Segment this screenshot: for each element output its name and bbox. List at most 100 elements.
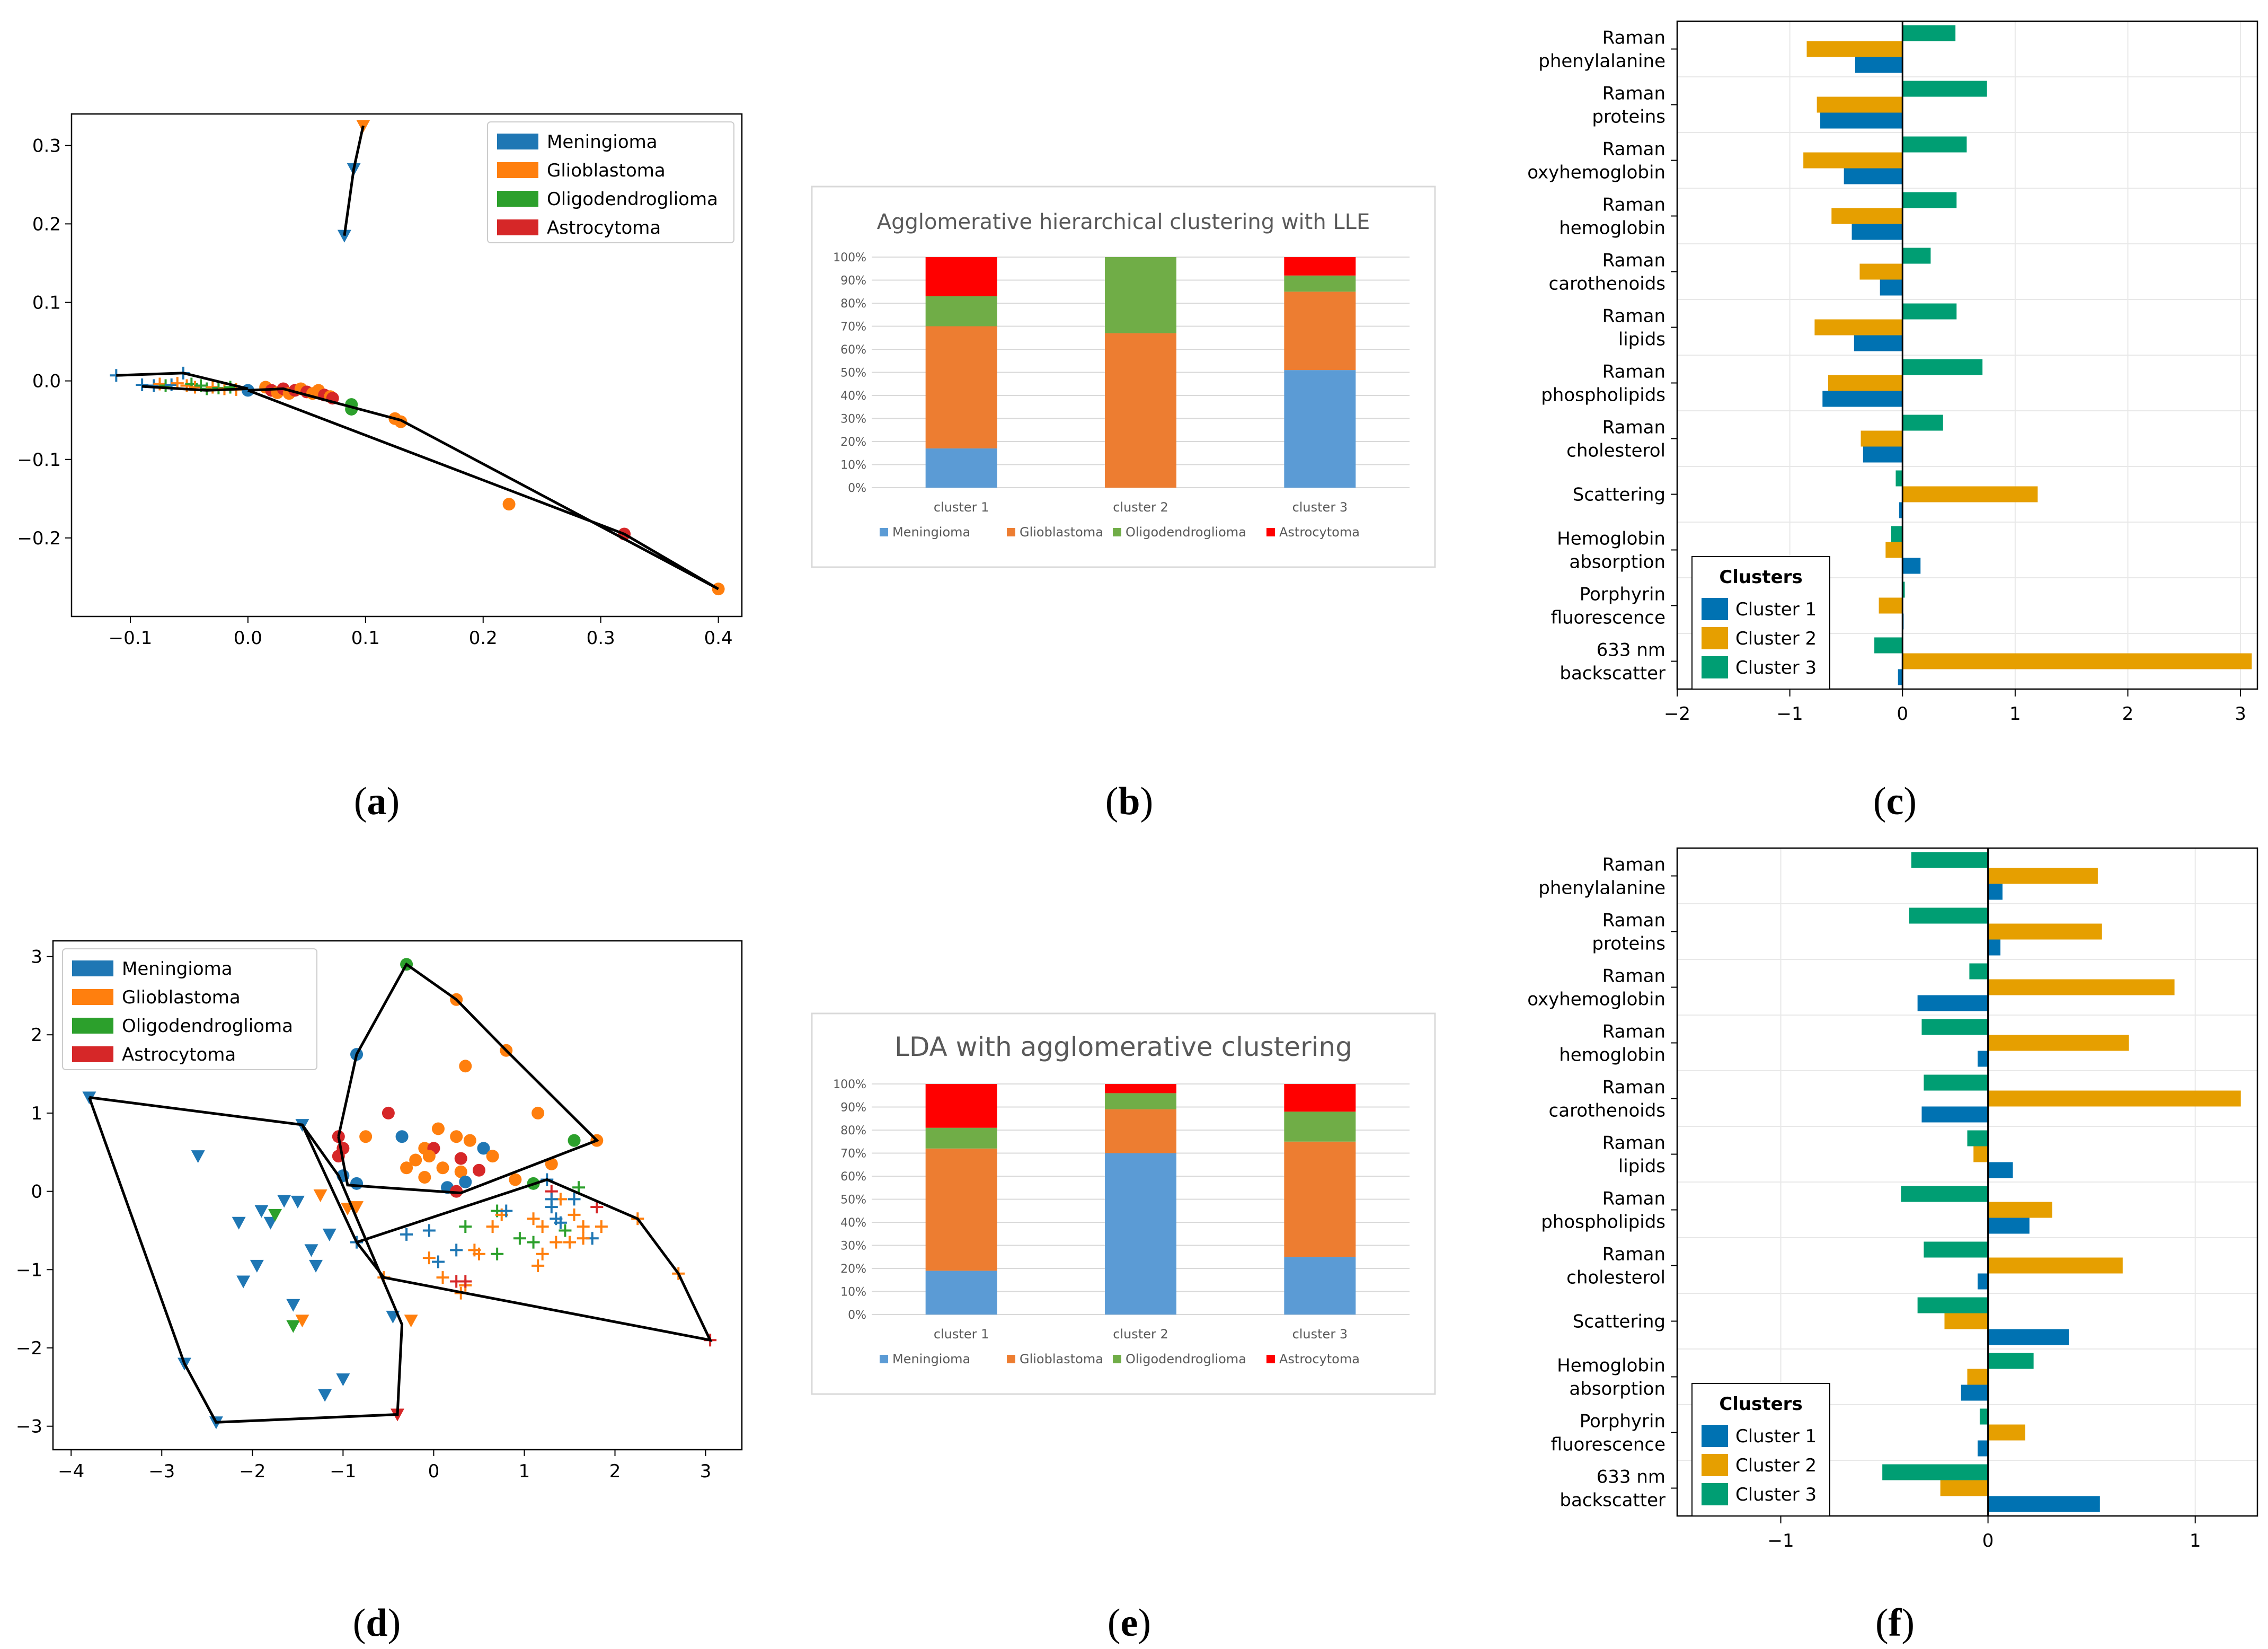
bar — [1902, 81, 1987, 97]
legend-swatch — [1007, 528, 1015, 536]
bar — [1891, 526, 1903, 542]
bar — [1988, 1353, 2034, 1369]
bar — [1831, 208, 1903, 224]
x-tick-label: 3 — [700, 1461, 712, 1479]
bar-segment — [1105, 1084, 1176, 1094]
y-tick-label: 100% — [833, 1078, 866, 1091]
caption-d: (d) — [352, 1601, 401, 1645]
y-tick-label: 40% — [840, 390, 866, 403]
bar — [1806, 41, 1903, 57]
bar — [1901, 1186, 1988, 1202]
legend-title: Clusters — [1719, 567, 1802, 588]
data-point — [350, 1177, 364, 1190]
bar — [1902, 192, 1957, 208]
x-tick-label: 2 — [609, 1461, 621, 1479]
bar — [1851, 224, 1903, 240]
x-tick-label: cluster 2 — [1113, 500, 1168, 515]
data-point — [486, 1150, 499, 1163]
caption-f: (f) — [1875, 1601, 1915, 1645]
data-point — [590, 1201, 604, 1214]
bar — [1921, 1019, 1988, 1035]
caption-c: (c) — [1873, 780, 1917, 823]
bar — [1902, 581, 1905, 598]
y-tick-label: 1 — [31, 1103, 42, 1124]
legend-label: Cluster 3 — [1735, 1484, 1817, 1505]
bar — [1814, 319, 1903, 336]
data-point — [577, 1232, 590, 1245]
cluster-hull-line — [247, 387, 719, 590]
y-tick-label: cholesterol — [1566, 1267, 1665, 1289]
bar — [1902, 25, 1956, 41]
data-point — [527, 1212, 540, 1225]
bar-segment — [925, 448, 997, 488]
bar-segment — [925, 1127, 997, 1149]
data-point — [422, 1150, 436, 1163]
legend-swatch — [72, 1046, 113, 1062]
data-point — [422, 1251, 436, 1265]
data-point — [545, 1193, 558, 1206]
y-tick-label: Raman — [1602, 1133, 1665, 1154]
x-tick-label: −2 — [239, 1461, 265, 1479]
data-point — [313, 1189, 327, 1202]
legend-swatch — [1702, 598, 1728, 620]
caption-c-letter: c — [1886, 780, 1904, 823]
bar-segment — [1105, 257, 1176, 333]
y-tick-label: 633 nm — [1597, 640, 1665, 661]
y-tick-label: hemoglobin — [1559, 1045, 1665, 1066]
bar-segment — [1284, 1084, 1356, 1112]
y-tick-label: Porphyrin — [1580, 584, 1665, 605]
bar — [1978, 1051, 1988, 1067]
x-tick-label: −2 — [1664, 703, 1690, 725]
legend-label: Glioblastoma — [122, 987, 241, 1008]
bar-segment — [1105, 1093, 1176, 1109]
data-point — [568, 1193, 581, 1206]
data-point — [472, 1163, 485, 1177]
y-tick-label: Raman — [1602, 1077, 1665, 1098]
caption-d-letter: d — [366, 1601, 388, 1645]
chart-title: LDA with agglomerative clustering — [894, 1031, 1352, 1062]
caption-b: (b) — [1105, 780, 1154, 823]
bar — [1924, 1074, 1988, 1091]
y-tick-label: oxyhemoglobin — [1527, 162, 1665, 183]
bar — [1988, 1218, 2030, 1234]
data-point — [409, 1153, 422, 1167]
bar — [1988, 979, 2175, 995]
data-point — [318, 1389, 332, 1402]
y-tick-label: 10% — [840, 1286, 866, 1299]
data-point — [477, 1142, 490, 1155]
legend-label: Astrocytoma — [547, 217, 661, 239]
legend-label: Cluster 1 — [1735, 1426, 1817, 1447]
y-tick-label: absorption — [1569, 552, 1665, 573]
y-tick-label: phenylalanine — [1538, 51, 1665, 72]
y-tick-label: 2 — [31, 1025, 42, 1046]
y-tick-label: 100% — [833, 251, 866, 264]
bar — [1988, 1202, 2052, 1218]
data-point — [450, 1244, 463, 1257]
legend-label: Glioblastoma — [547, 160, 666, 181]
bar — [1988, 1424, 2025, 1441]
legend-swatch — [1702, 656, 1728, 678]
data-point — [309, 1259, 323, 1273]
bar — [1961, 1385, 1988, 1401]
bar — [1863, 446, 1903, 463]
bar — [1988, 1035, 2129, 1051]
legend-label: Meningioma — [547, 131, 658, 153]
bar — [1921, 1106, 1988, 1123]
data-point — [559, 1224, 572, 1237]
bar — [1940, 1480, 1988, 1496]
data-point — [459, 1275, 472, 1288]
legend-label: Meningioma — [122, 958, 233, 980]
y-tick-label: 30% — [840, 413, 866, 426]
data-point — [322, 1228, 336, 1241]
y-tick-label: Porphyrin — [1580, 1411, 1665, 1432]
data-point — [224, 381, 237, 394]
data-point — [450, 1130, 463, 1143]
bar — [1902, 136, 1967, 153]
y-tick-label: −0.1 — [17, 449, 61, 471]
caption-e: (e) — [1107, 1601, 1151, 1645]
x-tick-label: 2 — [2122, 703, 2134, 725]
x-tick-label: 1 — [519, 1461, 530, 1479]
y-tick-label: 70% — [840, 1148, 866, 1161]
y-tick-label: −1 — [16, 1259, 42, 1281]
legend-swatch — [72, 960, 113, 976]
